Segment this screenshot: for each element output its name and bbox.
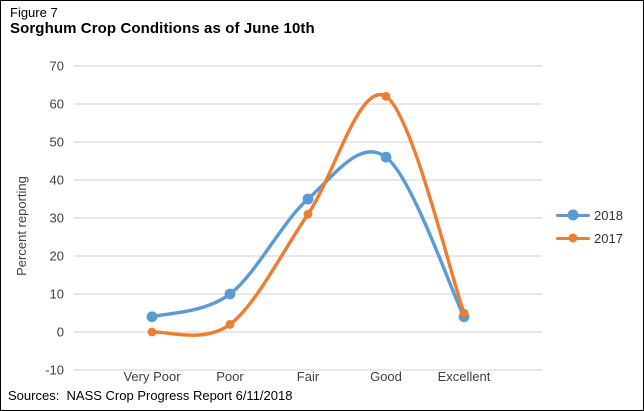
y-tick-label: 20 [50, 249, 64, 264]
chart-legend: 2018 2017 [556, 206, 623, 248]
data-point-2017 [459, 308, 469, 318]
legend-label-2017: 2017 [594, 231, 623, 246]
y-tick-label: 30 [50, 211, 64, 226]
legend-label-2018: 2018 [594, 208, 623, 223]
y-tick-label: -10 [45, 363, 64, 378]
data-point-2018 [380, 151, 392, 163]
data-point-2017 [225, 320, 235, 329]
figure-label: Figure 7 [10, 5, 58, 20]
sources-note: Sources: NASS Crop Progress Report 6/11/… [8, 388, 293, 403]
legend-item-2017: 2017 [556, 229, 623, 248]
chart-title: Sorghum Crop Conditions as of June 10th [10, 20, 315, 37]
data-point-2018 [302, 193, 314, 205]
x-category-label: Good [370, 369, 402, 384]
y-axis-label: Percent reporting [14, 176, 29, 276]
x-category-label: Fair [297, 369, 320, 384]
data-point-2017 [303, 209, 313, 219]
legend-item-2018: 2018 [556, 206, 623, 225]
legend-marker-2018-icon [556, 209, 590, 221]
y-tick-label: 70 [50, 59, 64, 74]
series-line-2018 [150, 150, 466, 319]
data-point-2018 [146, 311, 158, 323]
data-point-2017 [147, 327, 157, 337]
data-point-2017 [381, 92, 391, 101]
y-tick-label: 60 [50, 97, 64, 112]
x-category-label: Poor [216, 369, 244, 384]
y-tick-label: 0 [57, 325, 64, 340]
data-point-2018 [224, 288, 236, 300]
legend-marker-2017-icon [556, 233, 590, 243]
x-category-label: Very Poor [123, 369, 181, 384]
series-line-2017 [150, 92, 466, 337]
x-category-label: Excellent [438, 369, 491, 384]
y-tick-label: 10 [50, 287, 64, 302]
y-tick-label: 50 [50, 135, 64, 150]
y-tick-label: 40 [50, 173, 64, 188]
